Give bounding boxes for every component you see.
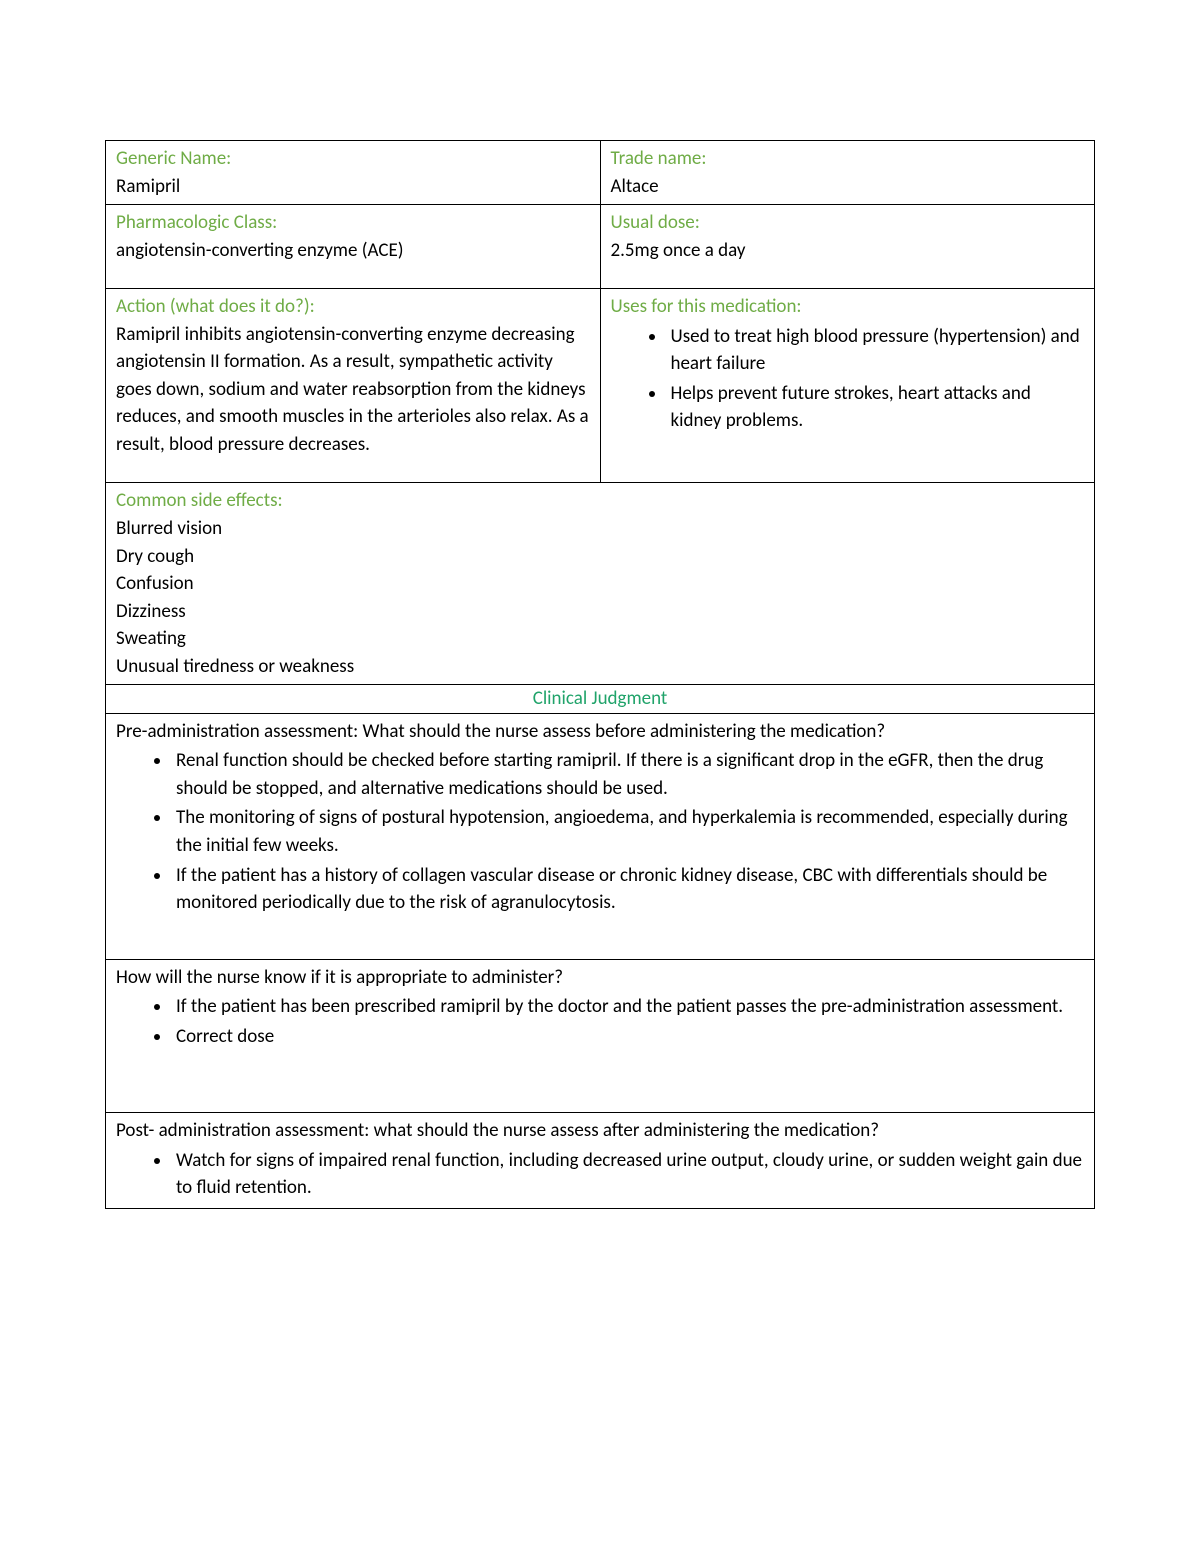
list-item: Used to treat high blood pressure (hyper… xyxy=(667,323,1085,378)
list-item: Correct dose xyxy=(172,1023,1084,1051)
cell-clinical-judgment-header: Clinical Judgment xyxy=(106,685,1095,714)
appropriate-list: If the patient has been prescribed ramip… xyxy=(116,993,1084,1050)
cell-post-admin: Post- administration assessment: what sh… xyxy=(106,1113,1095,1209)
medication-card-table: Generic Name: Ramipril Trade name: Altac… xyxy=(105,140,1095,1209)
side-effect-item: Blurred vision xyxy=(116,517,222,540)
label-usual-dose: Usual dose: xyxy=(611,211,700,234)
value-action: Ramipril inhibits angiotensin-converting… xyxy=(116,323,589,456)
value-pharm-class: angiotensin-converting enzyme (ACE) xyxy=(116,239,404,262)
cell-pre-admin: Pre-administration assessment: What shou… xyxy=(106,713,1095,959)
value-generic-name: Ramipril xyxy=(116,175,180,198)
list-item: If the patient has been prescribed ramip… xyxy=(172,993,1084,1021)
pre-admin-list: Renal function should be checked before … xyxy=(116,747,1084,916)
cell-action: Action (what does it do?): Ramipril inhi… xyxy=(106,289,601,483)
list-item: The monitoring of signs of postural hypo… xyxy=(172,804,1084,859)
pre-admin-question: Pre-administration assessment: What shou… xyxy=(116,720,885,743)
side-effect-item: Confusion xyxy=(116,572,194,595)
side-effect-item: Sweating xyxy=(116,627,186,650)
cell-usual-dose: Usual dose: 2.5mg once a day xyxy=(600,205,1095,289)
side-effect-item: Dry cough xyxy=(116,545,194,568)
label-pharm-class: Pharmacologic Class: xyxy=(116,211,277,234)
label-clinical-judgment: Clinical Judgment xyxy=(533,687,668,710)
appropriate-question: How will the nurse know if it is appropr… xyxy=(116,966,563,989)
cell-trade-name: Trade name: Altace xyxy=(600,141,1095,205)
cell-appropriate: How will the nurse know if it is appropr… xyxy=(106,959,1095,1113)
post-admin-question: Post- administration assessment: what sh… xyxy=(116,1119,879,1142)
cell-uses: Uses for this medication: Used to treat … xyxy=(600,289,1095,483)
post-admin-list: Watch for signs of impaired renal functi… xyxy=(116,1147,1084,1202)
value-trade-name: Altace xyxy=(611,175,659,198)
label-action: Action (what does it do?): xyxy=(116,295,315,318)
side-effect-item: Unusual tiredness or weakness xyxy=(116,655,354,678)
cell-generic-name: Generic Name: Ramipril xyxy=(106,141,601,205)
value-usual-dose: 2.5mg once a day xyxy=(611,239,746,262)
document-page: Generic Name: Ramipril Trade name: Altac… xyxy=(0,0,1200,1269)
label-generic-name: Generic Name: xyxy=(116,147,231,170)
label-side-effects: Common side effects: xyxy=(116,489,283,512)
uses-list: Used to treat high blood pressure (hyper… xyxy=(611,323,1085,435)
list-item: Helps prevent future strokes, heart atta… xyxy=(667,380,1085,435)
cell-pharm-class: Pharmacologic Class: angiotensin-convert… xyxy=(106,205,601,289)
side-effect-item: Dizziness xyxy=(116,600,186,623)
list-item: Renal function should be checked before … xyxy=(172,747,1084,802)
label-trade-name: Trade name: xyxy=(611,147,707,170)
cell-side-effects: Common side effects: Blurred vision Dry … xyxy=(106,483,1095,685)
label-uses: Uses for this medication: xyxy=(611,295,802,318)
list-item: If the patient has a history of collagen… xyxy=(172,862,1084,917)
list-item: Watch for signs of impaired renal functi… xyxy=(172,1147,1084,1202)
